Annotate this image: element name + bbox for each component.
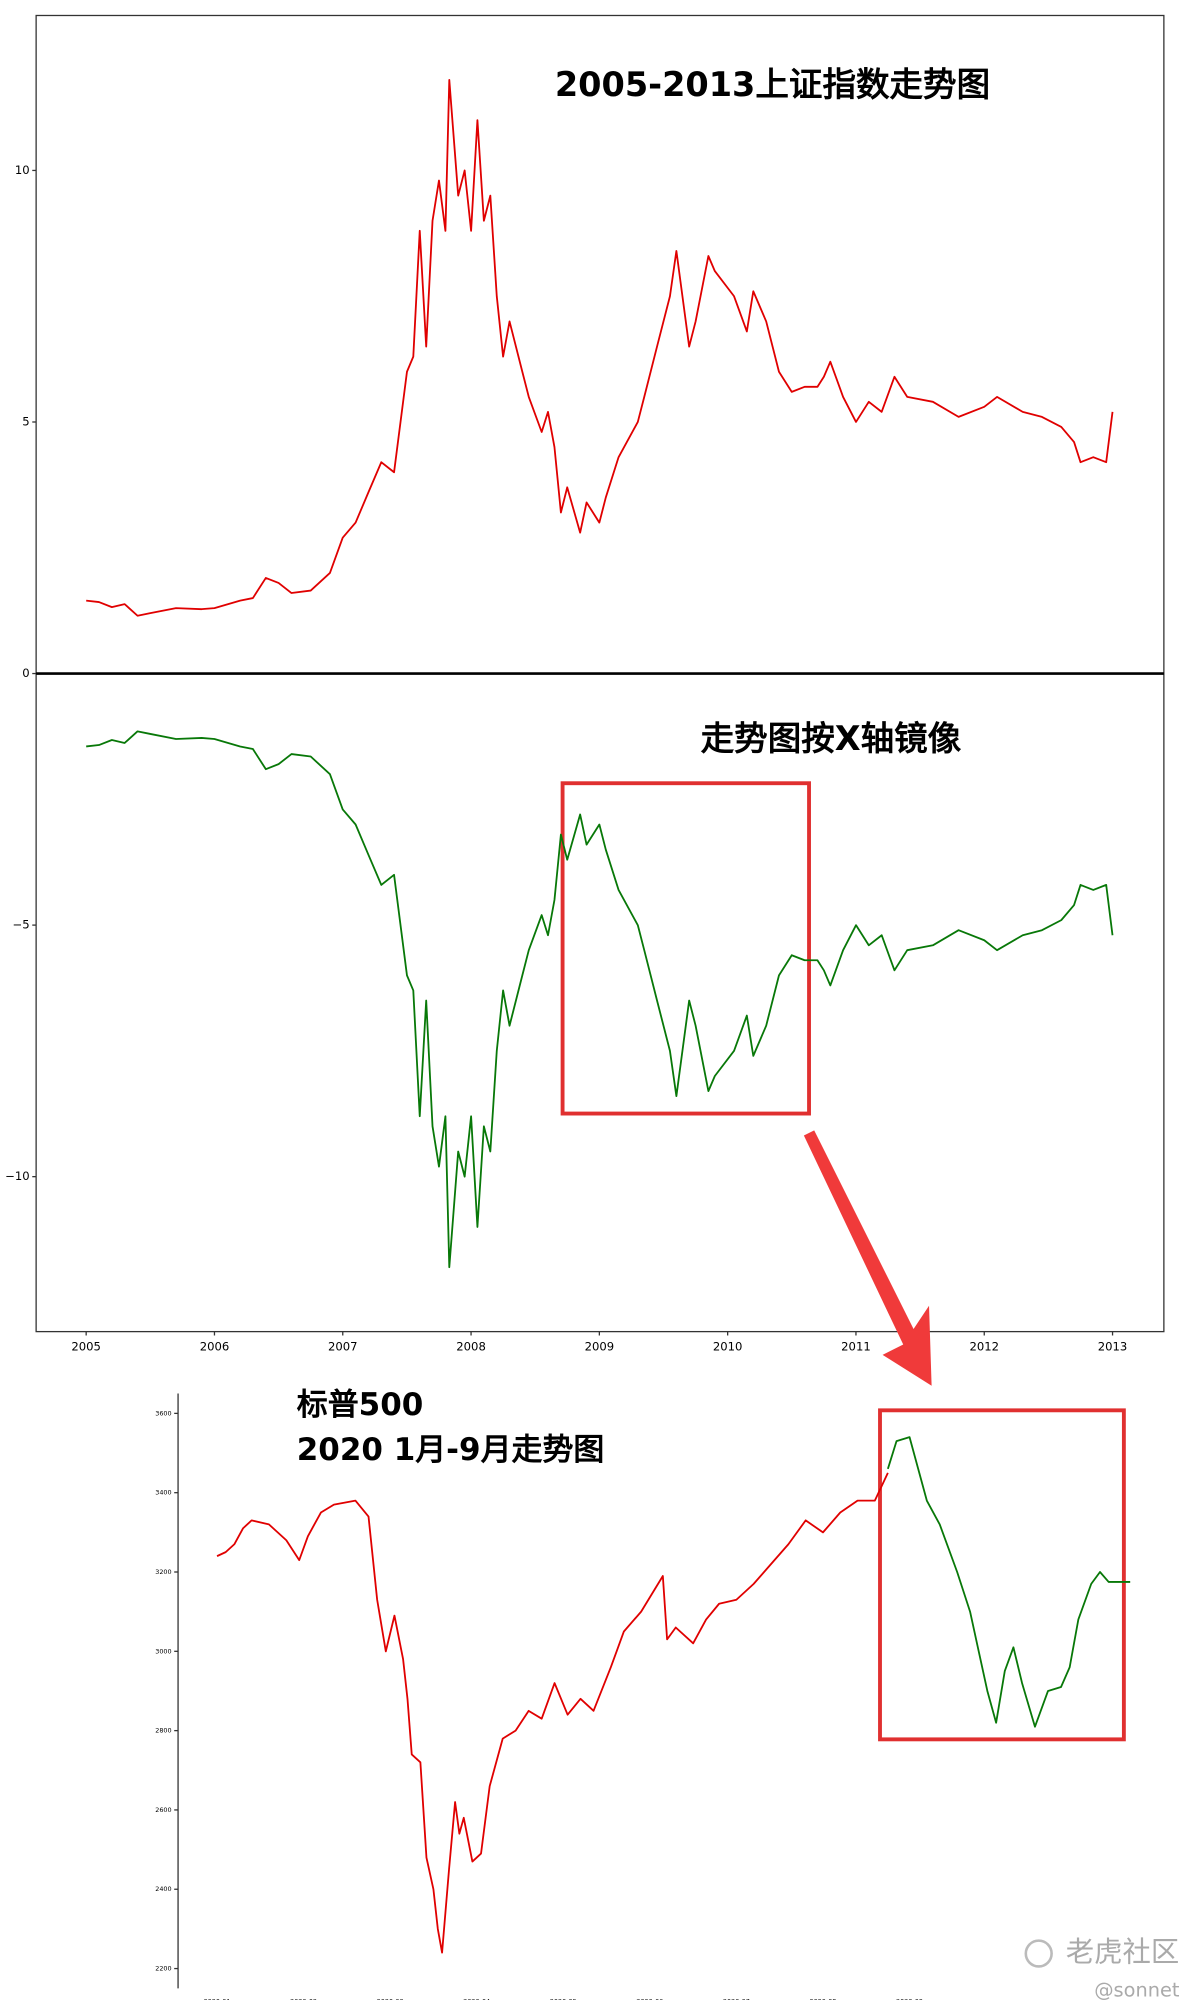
y-tick-label: −10 [5, 1169, 30, 1183]
y-tick-label: 10 [15, 163, 30, 177]
y-tick-label: 2600 [155, 1806, 171, 1814]
x-tick-label: 2020-04 [463, 1997, 490, 2000]
y-tick-label: 5 [22, 414, 29, 428]
x-tick-label: 2020-03 [377, 1997, 404, 2000]
y-tick-label: 3000 [155, 1647, 171, 1655]
y-tick-label: 2200 [155, 1965, 171, 1973]
chart-title: 标普500 [297, 1387, 424, 1423]
x-tick-label: 2009 [585, 1340, 615, 1354]
y-tick-label: 2800 [155, 1727, 171, 1735]
y-tick-label: 0 [22, 666, 29, 680]
highlight-box [560, 781, 811, 1116]
chart-title: 2005-2013上证指数走势图 [555, 65, 990, 104]
x-tick-label: 2011 [841, 1340, 871, 1354]
x-tick-label: 2020-02 [290, 1997, 317, 2000]
y-tick-label: 3200 [155, 1568, 171, 1576]
line-series [887, 1436, 1131, 1728]
x-tick-label: 2020-07 [723, 1997, 750, 2000]
x-tick-label: 2020-09 [896, 1997, 923, 2000]
x-tick-label: 2020-06 [636, 1997, 663, 2000]
arrow [803, 1130, 932, 1386]
x-tick-label: 2012 [969, 1340, 999, 1354]
y-tick-label: −5 [13, 918, 30, 932]
line-series [86, 78, 1114, 617]
watermark: 老虎社区 [1066, 1936, 1180, 1969]
line-series [86, 730, 1114, 1269]
chart-subtitle: 2020 1月-9月走势图 [297, 1432, 605, 1468]
annotation: 走势图按X轴镜像 [701, 719, 962, 758]
y-tick-label: 3400 [155, 1489, 171, 1497]
x-tick-label: 2020-08 [809, 1997, 836, 2000]
x-tick-label: 2005 [71, 1340, 101, 1354]
highlight-box [878, 1408, 1126, 1742]
x-tick-label: 2007 [328, 1340, 358, 1354]
x-tick-label: 2020-05 [550, 1997, 577, 2000]
y-tick-label: 2400 [155, 1885, 171, 1893]
watermark-icon [1024, 1939, 1053, 1968]
x-tick-label: 2013 [1098, 1340, 1128, 1354]
x-tick-label: 2008 [456, 1340, 486, 1354]
watermark: @sonnet [1094, 1978, 1180, 2000]
x-tick-label: 2020-01 [204, 1997, 231, 2000]
x-tick-label: 2010 [713, 1340, 743, 1354]
line-series [216, 1472, 889, 1954]
x-tick-label: 2006 [200, 1340, 230, 1354]
y-tick-label: 3600 [155, 1409, 171, 1417]
